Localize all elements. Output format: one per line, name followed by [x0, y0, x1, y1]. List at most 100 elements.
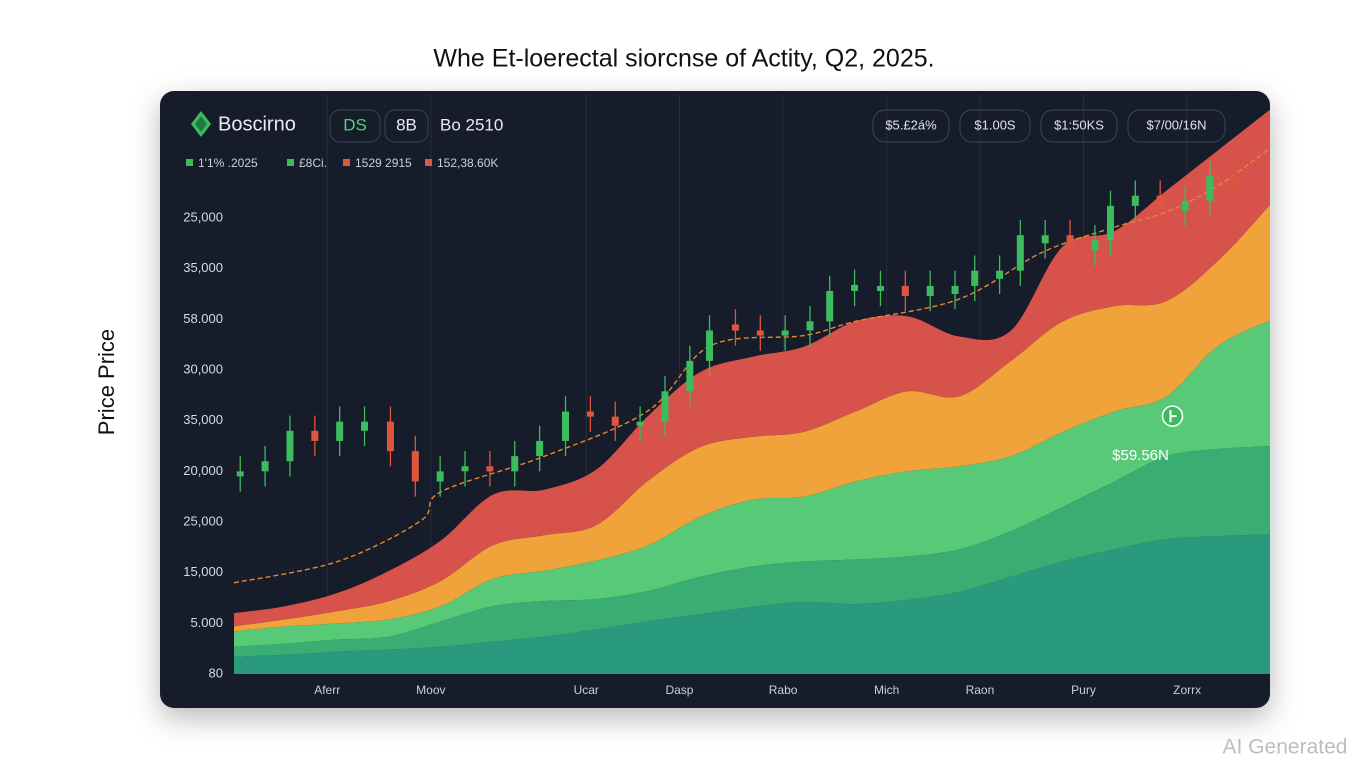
candle-body	[901, 285, 909, 297]
legend-label: 1'1% .2025	[198, 156, 258, 170]
y-axis-title: Price Price	[94, 329, 119, 435]
candle-body	[806, 321, 814, 331]
brand-logo-inner	[195, 116, 207, 132]
candle-body	[1181, 200, 1189, 211]
candle-body	[706, 330, 714, 361]
candle-body	[1206, 175, 1214, 201]
candle-body	[486, 466, 494, 472]
y-tick-label: 20,000	[183, 463, 223, 478]
candle-body	[1016, 235, 1024, 271]
legend-swatch	[343, 159, 350, 166]
legend-swatch	[425, 159, 432, 166]
candle-body	[536, 440, 544, 457]
candle-body	[286, 430, 294, 462]
candle-body	[1091, 240, 1099, 251]
candle-body	[636, 421, 644, 426]
stacked-area	[234, 204, 1270, 632]
x-tick-label: Moov	[416, 683, 445, 697]
header-pill[interactable]	[329, 109, 381, 143]
y-tick-label: 80	[209, 665, 223, 680]
candle-body	[1106, 205, 1114, 241]
candle-body	[826, 290, 834, 322]
x-tick-label: Aferr	[314, 683, 340, 697]
candle-body	[436, 471, 444, 482]
candle-body	[1131, 195, 1139, 206]
watermark: AI Generated	[1223, 736, 1348, 759]
candle-body	[1156, 195, 1164, 211]
candle-body	[686, 360, 694, 392]
x-tick-label: Ucar	[574, 683, 599, 697]
header-pill[interactable]	[384, 109, 429, 143]
candle-body	[876, 285, 884, 291]
candle-body	[586, 411, 594, 417]
y-tick-label: 15,000	[183, 564, 223, 579]
stacked-area	[234, 534, 1270, 674]
candle-body	[851, 284, 859, 291]
legend-swatch	[287, 159, 294, 166]
candle-body	[756, 330, 764, 336]
candle-body	[261, 461, 269, 472]
candle-body	[336, 421, 344, 441]
annotation-label: $59.56N	[1112, 447, 1169, 464]
panel-header: Boscirno DS 8B Bo 2510 $5.£2á% $1.00S $1:50KS…	[186, 109, 1226, 170]
y-tick-label: 58.000	[183, 311, 223, 326]
stat-pill[interactable]	[872, 109, 950, 143]
date-range: Bo 2510	[440, 115, 503, 134]
candle-body	[951, 285, 959, 294]
header-pill-label: 8B	[396, 115, 417, 134]
candle-body	[611, 416, 619, 426]
y-tick-label: 35,000	[183, 412, 223, 427]
stat-value: $5.£2á%	[885, 117, 937, 132]
candle-body	[236, 471, 244, 477]
x-tick-label: Pury	[1071, 683, 1096, 697]
header-pill-label: DS	[343, 115, 367, 134]
y-tick-label: 35,000	[183, 260, 223, 275]
candle-body	[511, 456, 519, 472]
x-tick-label: Dasp	[665, 683, 693, 697]
y-tick-label: 30,000	[183, 361, 223, 376]
candle-body	[661, 391, 669, 422]
candle-body	[411, 451, 419, 482]
brand-name: Boscirno	[218, 113, 296, 135]
legend-label: 152,38.60K	[437, 156, 498, 170]
trend-line	[233, 147, 1270, 584]
x-tick-label: Rabo	[769, 683, 798, 697]
y-tick-label: 25,000	[183, 209, 223, 224]
y-tick-label: 5.000	[190, 615, 223, 630]
x-tick-label: Zorrx	[1173, 683, 1201, 697]
legend-swatch	[186, 159, 193, 166]
candle-body	[1066, 235, 1074, 251]
stat-pill[interactable]	[1040, 109, 1118, 143]
candle-body	[361, 421, 369, 431]
y-tick-label: 25,000	[183, 513, 223, 528]
candle-body	[996, 270, 1004, 279]
candle-body	[311, 430, 319, 441]
chart-title: Whe Et-loerectal siorcnse of Actity, Q2,…	[433, 45, 934, 73]
annotation-icon-glyph	[1169, 410, 1177, 423]
stat-value: $7/00/16N	[1147, 117, 1207, 132]
candle-body	[1231, 175, 1239, 181]
stacked-area	[234, 109, 1270, 627]
stacked-area	[234, 446, 1270, 657]
candle-body	[971, 270, 979, 286]
x-tick-label: Raon	[966, 683, 995, 697]
candle-body	[461, 466, 469, 472]
legend-label: 1529 2915	[355, 156, 412, 170]
candle-body	[1041, 235, 1049, 244]
stat-pill[interactable]	[1127, 109, 1226, 143]
stacked-area	[234, 320, 1270, 647]
candle-body	[926, 285, 934, 297]
stat-pill[interactable]	[959, 109, 1031, 143]
stat-value: $1.00S	[974, 117, 1016, 132]
candle-body	[562, 411, 570, 441]
legend-label: £8Ci.	[299, 156, 327, 170]
candle-body	[731, 324, 739, 331]
stat-value: $1:50KS	[1054, 117, 1104, 132]
plot-area: $59.56N	[233, 95, 1270, 674]
candle-body	[386, 421, 394, 452]
x-tick-label: Mich	[874, 683, 899, 697]
candle-body	[781, 330, 789, 336]
